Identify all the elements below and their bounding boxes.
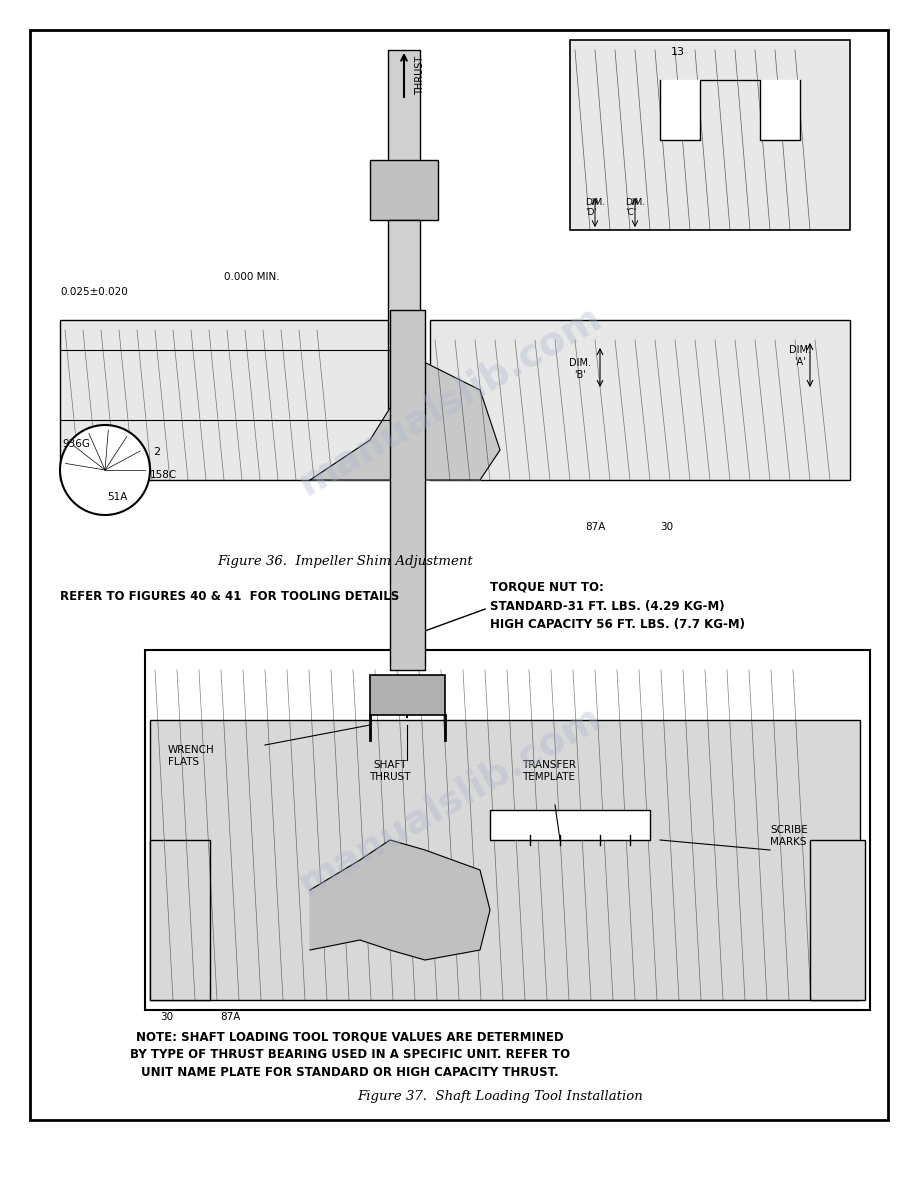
Bar xyxy=(150,720,860,1000)
Text: THRUST: THRUST xyxy=(415,56,425,95)
Text: DIM.
'C': DIM. 'C' xyxy=(625,197,645,217)
FancyBboxPatch shape xyxy=(430,320,850,480)
Text: 51A: 51A xyxy=(107,492,128,503)
Text: 13: 13 xyxy=(671,48,685,57)
Text: Figure 37.  Shaft Loading Tool Installation: Figure 37. Shaft Loading Tool Installati… xyxy=(357,1091,643,1102)
Text: 87A: 87A xyxy=(220,1012,241,1022)
Text: STANDARD-31 FT. LBS. (4.29 KG-M): STANDARD-31 FT. LBS. (4.29 KG-M) xyxy=(490,600,724,613)
Text: 158C: 158C xyxy=(150,470,177,480)
Bar xyxy=(390,310,425,670)
Text: WRENCH
FLATS: WRENCH FLATS xyxy=(168,745,215,767)
FancyBboxPatch shape xyxy=(60,320,390,480)
Polygon shape xyxy=(310,360,500,480)
Bar xyxy=(490,810,650,840)
Text: manualslib.com: manualslib.com xyxy=(292,697,609,903)
Text: REFER TO FIGURES 40 & 41  FOR TOOLING DETAILS: REFER TO FIGURES 40 & 41 FOR TOOLING DET… xyxy=(60,590,399,604)
Text: 87A: 87A xyxy=(585,522,605,532)
Text: TORQUE NUT TO:: TORQUE NUT TO: xyxy=(490,580,604,593)
Text: 0.025±0.020: 0.025±0.020 xyxy=(60,287,128,297)
Polygon shape xyxy=(660,80,800,140)
Text: NOTE: SHAFT LOADING TOOL TORQUE VALUES ARE DETERMINED: NOTE: SHAFT LOADING TOOL TORQUE VALUES A… xyxy=(136,1030,564,1043)
Bar xyxy=(370,160,438,220)
Bar xyxy=(388,220,420,450)
Text: TRANSFER
TEMPLATE: TRANSFER TEMPLATE xyxy=(522,759,576,782)
Bar xyxy=(145,650,870,1010)
Text: DIM.
'D': DIM. 'D' xyxy=(585,197,605,217)
Text: 0.000 MIN.: 0.000 MIN. xyxy=(224,272,280,282)
Text: 30: 30 xyxy=(660,522,673,532)
Text: DIM.
'B': DIM. 'B' xyxy=(569,358,591,380)
Bar xyxy=(150,840,210,1000)
Text: SCRIBE
MARKS: SCRIBE MARKS xyxy=(770,824,808,847)
Text: SHAFT
THRUST: SHAFT THRUST xyxy=(369,759,410,782)
Text: Figure 36.  Impeller Shim Adjustment: Figure 36. Impeller Shim Adjustment xyxy=(218,555,473,568)
Text: UNIT NAME PLATE FOR STANDARD OR HIGH CAPACITY THRUST.: UNIT NAME PLATE FOR STANDARD OR HIGH CAP… xyxy=(141,1066,559,1079)
Circle shape xyxy=(60,425,150,516)
Text: 936G: 936G xyxy=(62,440,90,449)
Text: 2: 2 xyxy=(153,447,160,457)
Text: DIM.
'A': DIM. 'A' xyxy=(789,345,811,367)
Text: manualslib.com: manualslib.com xyxy=(292,297,609,503)
Text: 30: 30 xyxy=(160,1012,174,1022)
Text: HIGH CAPACITY 56 FT. LBS. (7.7 KG-M): HIGH CAPACITY 56 FT. LBS. (7.7 KG-M) xyxy=(490,618,745,631)
Bar xyxy=(810,840,865,1000)
Bar xyxy=(388,50,420,170)
Bar xyxy=(570,40,850,230)
Bar xyxy=(370,675,445,715)
Text: BY TYPE OF THRUST BEARING USED IN A SPECIFIC UNIT. REFER TO: BY TYPE OF THRUST BEARING USED IN A SPEC… xyxy=(130,1048,570,1061)
Polygon shape xyxy=(310,840,490,960)
